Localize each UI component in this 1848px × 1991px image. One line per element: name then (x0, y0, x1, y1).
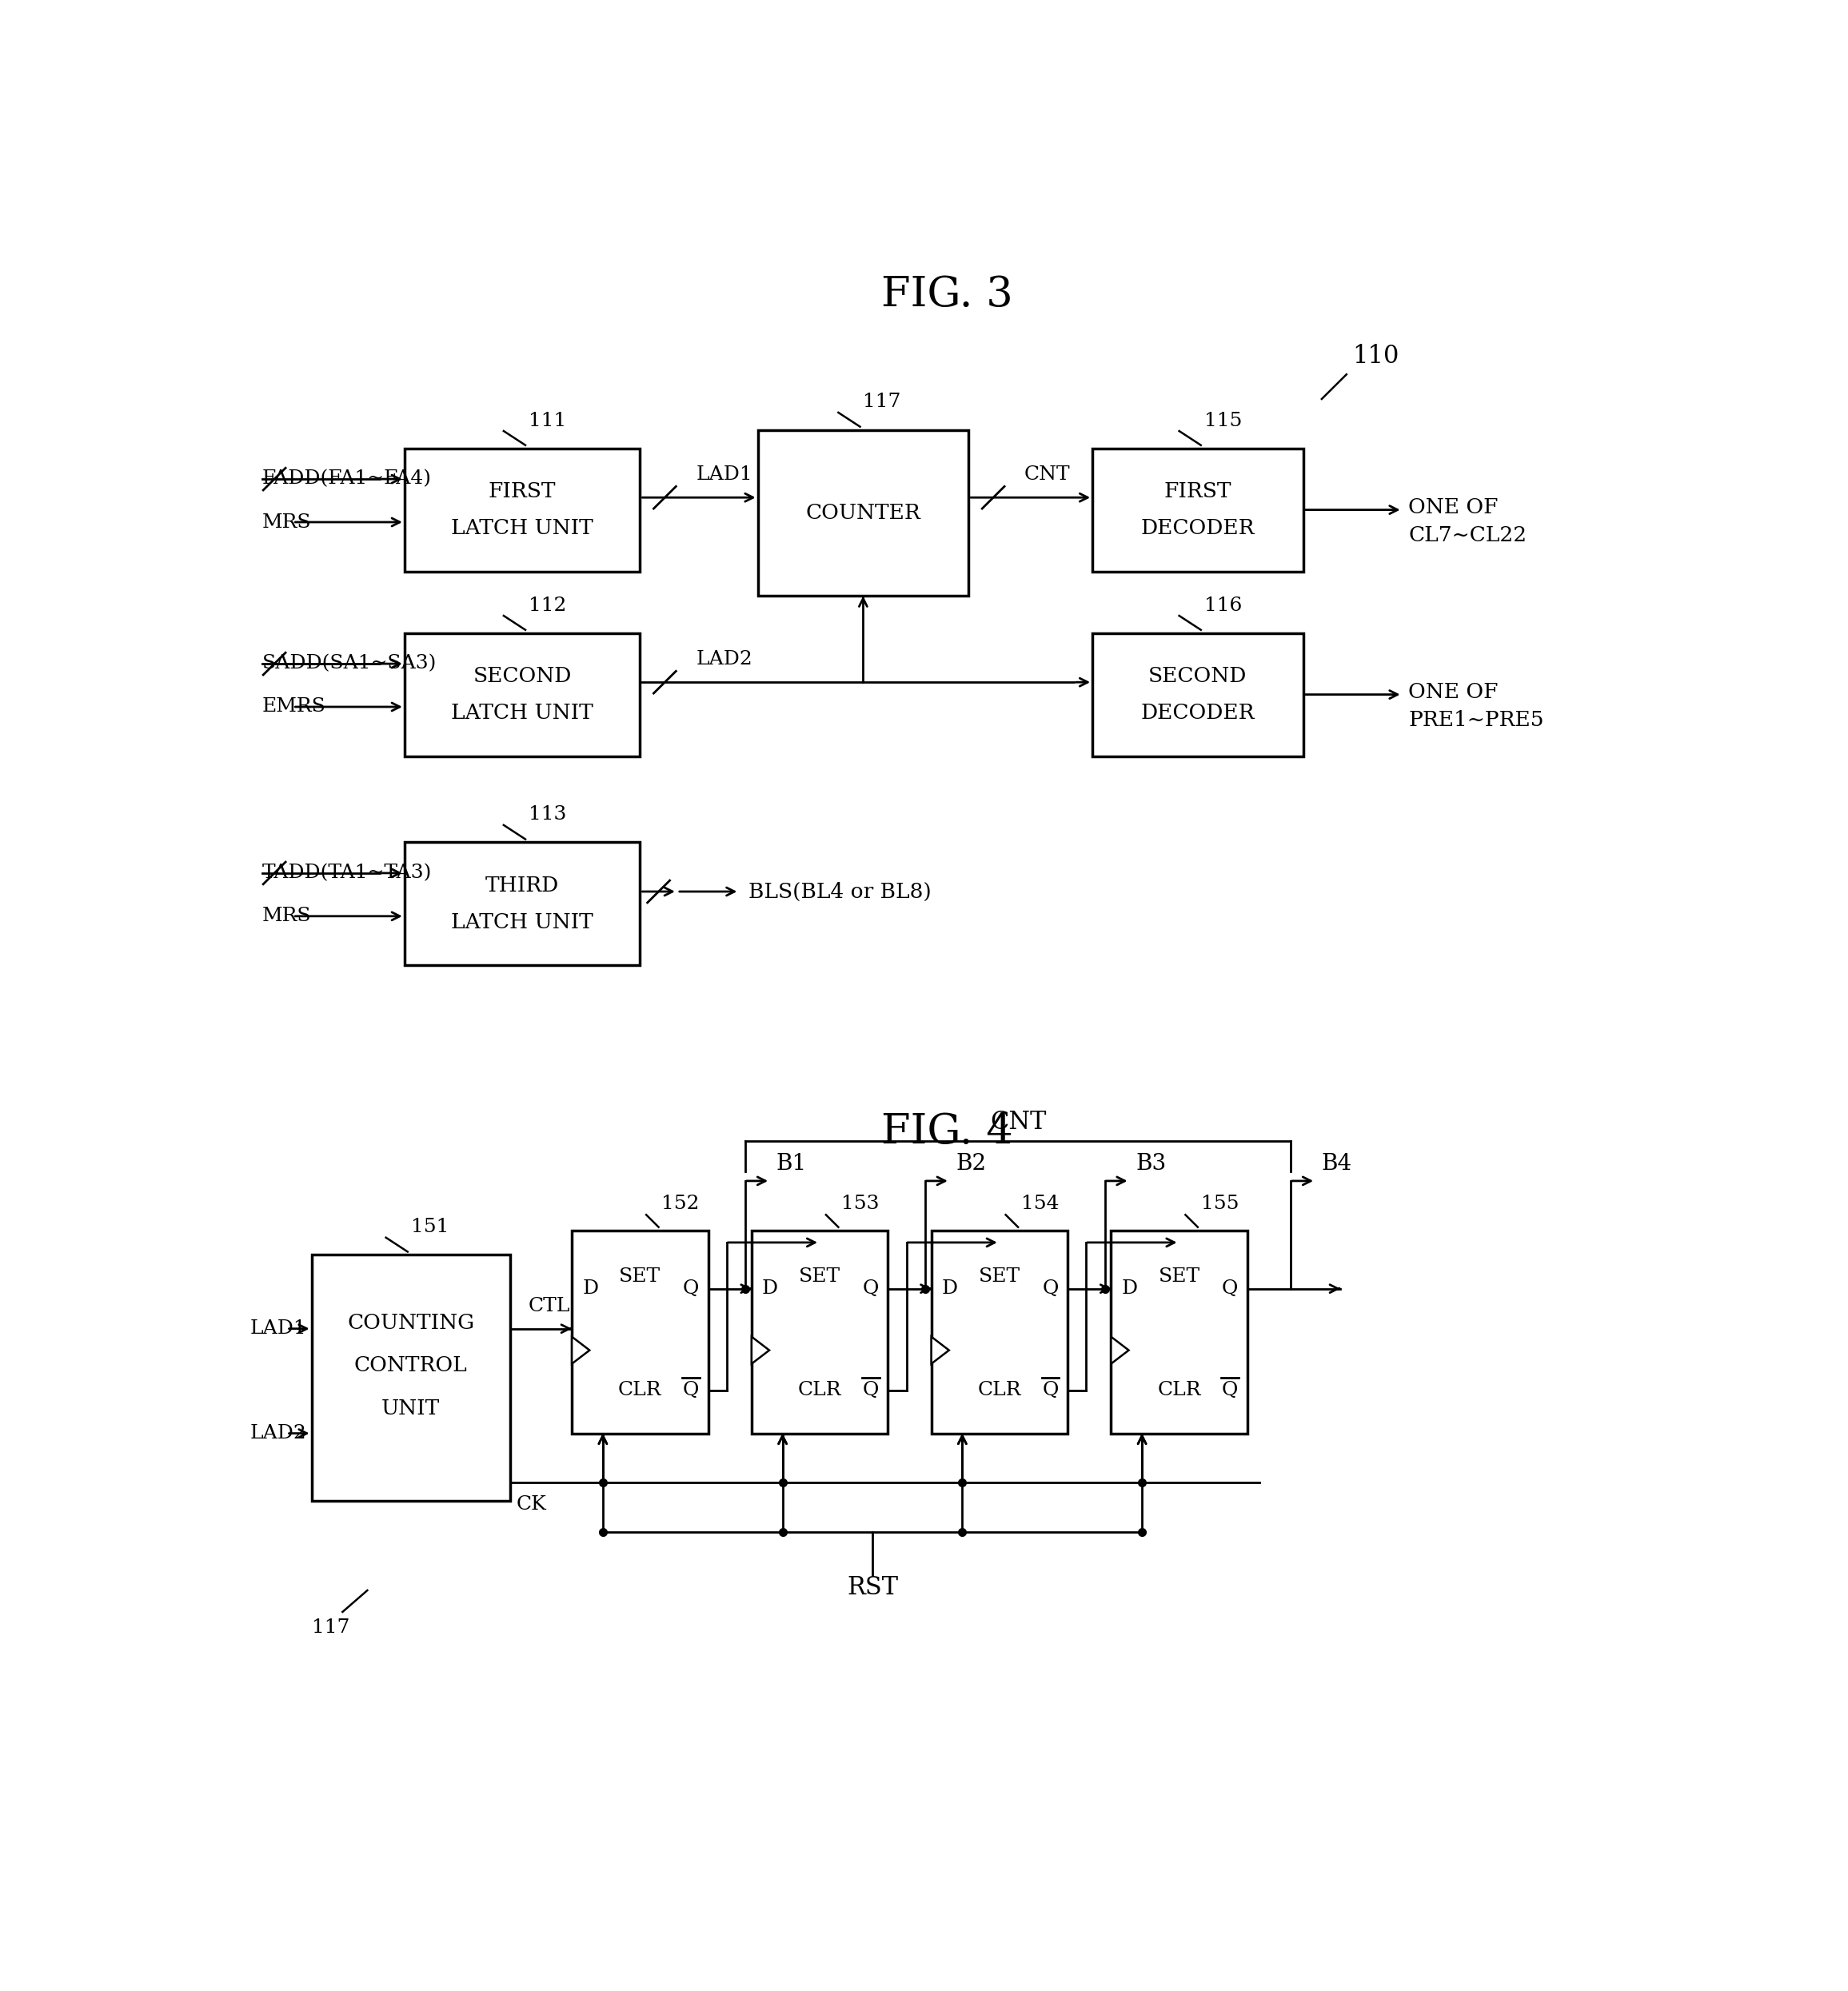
Text: 154: 154 (1022, 1195, 1059, 1213)
Text: FIRST: FIRST (488, 482, 556, 502)
Text: 155: 155 (1201, 1195, 1238, 1213)
Polygon shape (752, 1336, 769, 1364)
Text: B1: B1 (776, 1153, 808, 1175)
Bar (1111, 1230, 1247, 1434)
Text: B3: B3 (1137, 1153, 1166, 1175)
Text: COUNTER: COUNTER (806, 504, 920, 524)
Text: Q: Q (682, 1382, 699, 1400)
Text: FADD(FA1~FA4): FADD(FA1~FA4) (262, 470, 432, 488)
Text: SET: SET (619, 1266, 662, 1286)
Text: CLR: CLR (619, 1382, 662, 1400)
Text: LAD1: LAD1 (697, 466, 752, 484)
Text: Q: Q (1042, 1280, 1059, 1298)
Text: CTL: CTL (529, 1296, 571, 1316)
Bar (405, 633, 639, 757)
Bar (571, 1230, 708, 1434)
Text: D: D (761, 1280, 778, 1298)
Text: LATCH UNIT: LATCH UNIT (451, 518, 593, 538)
Text: FIG. 3: FIG. 3 (881, 275, 1013, 315)
Text: SET: SET (798, 1266, 841, 1286)
Text: 151: 151 (410, 1218, 449, 1236)
Text: RST: RST (846, 1575, 898, 1599)
Text: 153: 153 (841, 1195, 880, 1213)
Text: CL7~CL22: CL7~CL22 (1408, 526, 1526, 546)
Text: 112: 112 (529, 595, 565, 615)
Text: Q: Q (682, 1280, 699, 1298)
Bar (312, 1254, 510, 1501)
Text: 115: 115 (1205, 412, 1242, 430)
Text: BLS(BL4 or BL8): BLS(BL4 or BL8) (748, 882, 931, 902)
Text: D: D (582, 1280, 599, 1298)
Text: 117: 117 (863, 392, 902, 412)
Text: 113: 113 (529, 806, 565, 824)
Text: Q: Q (1042, 1382, 1059, 1400)
Text: LAD2: LAD2 (697, 651, 752, 669)
Text: 116: 116 (1205, 595, 1242, 615)
Text: B2: B2 (955, 1153, 987, 1175)
Text: D: D (942, 1280, 957, 1298)
Text: ONE OF: ONE OF (1408, 498, 1499, 518)
Text: DECODER: DECODER (1140, 518, 1255, 538)
Text: CLR: CLR (1157, 1382, 1201, 1400)
Text: SET: SET (979, 1266, 1020, 1286)
Text: EMRS: EMRS (262, 697, 325, 717)
Polygon shape (931, 1336, 950, 1364)
Polygon shape (1111, 1336, 1129, 1364)
Text: SECOND: SECOND (473, 667, 571, 687)
Text: TADD(TA1~TA3): TADD(TA1~TA3) (262, 864, 432, 882)
Text: MRS: MRS (262, 514, 310, 532)
Text: CNT: CNT (991, 1111, 1046, 1135)
Text: 152: 152 (662, 1195, 700, 1213)
Text: CONTROL: CONTROL (355, 1356, 468, 1376)
Text: LATCH UNIT: LATCH UNIT (451, 912, 593, 932)
Text: CNT: CNT (1024, 466, 1070, 484)
Text: D: D (1122, 1280, 1138, 1298)
Text: FIRST: FIRST (1164, 482, 1231, 502)
Text: ONE OF: ONE OF (1408, 683, 1499, 703)
Text: MRS: MRS (262, 908, 310, 926)
Text: LAD1: LAD1 (249, 1320, 307, 1338)
Text: SADD(SA1~SA3): SADD(SA1~SA3) (262, 655, 436, 673)
Text: LATCH UNIT: LATCH UNIT (451, 703, 593, 723)
Text: UNIT: UNIT (381, 1400, 440, 1420)
Text: CLR: CLR (978, 1382, 1022, 1400)
Text: CK: CK (516, 1495, 547, 1513)
Text: Q: Q (1222, 1382, 1238, 1400)
Polygon shape (571, 1336, 590, 1364)
Bar (752, 1230, 887, 1434)
Text: Q: Q (863, 1382, 878, 1400)
Text: CLR: CLR (798, 1382, 841, 1400)
Text: B4: B4 (1321, 1153, 1353, 1175)
Bar (758, 430, 968, 595)
Text: PRE1~PRE5: PRE1~PRE5 (1408, 711, 1545, 731)
Text: THIRD: THIRD (486, 876, 560, 896)
Text: 110: 110 (1353, 342, 1399, 368)
Text: Q: Q (863, 1280, 878, 1298)
Text: 117: 117 (312, 1619, 349, 1637)
Text: DECODER: DECODER (1140, 703, 1255, 723)
Text: 111: 111 (529, 412, 565, 430)
Text: FIG. 4: FIG. 4 (881, 1111, 1013, 1153)
Bar (1092, 633, 1303, 757)
Text: LAD2: LAD2 (249, 1424, 307, 1443)
Text: SECOND: SECOND (1148, 667, 1247, 687)
Bar (405, 842, 639, 966)
Text: COUNTING: COUNTING (347, 1312, 475, 1332)
Bar (931, 1230, 1068, 1434)
Text: Q: Q (1222, 1280, 1238, 1298)
Text: SET: SET (1159, 1266, 1199, 1286)
Bar (1092, 448, 1303, 571)
Bar (405, 448, 639, 571)
